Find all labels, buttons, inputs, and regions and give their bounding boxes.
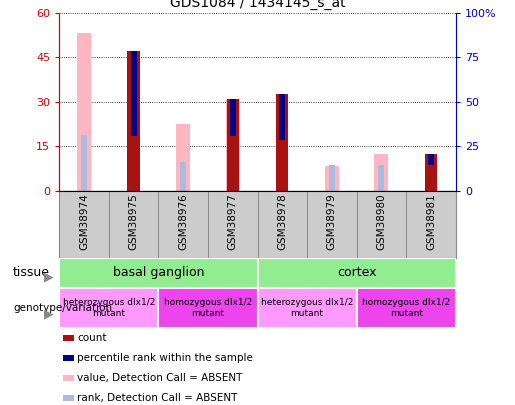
- Text: GSM38976: GSM38976: [178, 194, 188, 250]
- Text: genotype/variation: genotype/variation: [13, 303, 112, 313]
- Bar: [258, 288, 356, 328]
- Bar: [258, 258, 456, 288]
- Bar: [329, 165, 335, 191]
- Text: count: count: [77, 333, 107, 343]
- Bar: [374, 153, 388, 191]
- Bar: [63, 355, 74, 361]
- Text: ▶: ▶: [44, 271, 54, 284]
- Text: heterozygous dlx1/2
mutant: heterozygous dlx1/2 mutant: [261, 298, 353, 318]
- Bar: [428, 153, 434, 165]
- Bar: [226, 99, 239, 191]
- Text: rank, Detection Call = ABSENT: rank, Detection Call = ABSENT: [77, 393, 237, 403]
- Text: basal ganglion: basal ganglion: [113, 266, 204, 279]
- Bar: [279, 94, 285, 140]
- Text: percentile rank within the sample: percentile rank within the sample: [77, 353, 253, 363]
- Bar: [227, 99, 239, 191]
- Bar: [63, 395, 74, 401]
- Bar: [63, 335, 74, 341]
- Text: GSM38978: GSM38978: [277, 194, 287, 250]
- Bar: [325, 166, 339, 191]
- Bar: [379, 165, 384, 191]
- Text: GSM38980: GSM38980: [376, 194, 386, 250]
- Text: GSM38977: GSM38977: [228, 194, 238, 250]
- Text: value, Detection Call = ABSENT: value, Detection Call = ABSENT: [77, 373, 243, 383]
- Text: GSM38979: GSM38979: [327, 194, 337, 250]
- Bar: [63, 375, 74, 381]
- Bar: [180, 162, 186, 191]
- Bar: [230, 99, 236, 136]
- Text: homozygous dlx1/2
mutant: homozygous dlx1/2 mutant: [164, 298, 252, 318]
- Text: cortex: cortex: [337, 266, 376, 279]
- Bar: [425, 153, 437, 191]
- Text: GSM38975: GSM38975: [129, 194, 139, 250]
- Text: tissue: tissue: [13, 266, 50, 279]
- Bar: [59, 258, 258, 288]
- Bar: [81, 134, 87, 191]
- Bar: [159, 288, 258, 328]
- Bar: [276, 94, 288, 191]
- Text: GSM38981: GSM38981: [426, 194, 436, 250]
- Bar: [77, 33, 91, 191]
- Text: heterozygous dlx1/2
mutant: heterozygous dlx1/2 mutant: [63, 298, 155, 318]
- Bar: [356, 288, 456, 328]
- Title: GDS1084 / 1434145_s_at: GDS1084 / 1434145_s_at: [169, 0, 346, 10]
- Text: GSM38974: GSM38974: [79, 194, 89, 250]
- Text: homozygous dlx1/2
mutant: homozygous dlx1/2 mutant: [362, 298, 450, 318]
- Bar: [176, 124, 190, 191]
- Bar: [59, 288, 159, 328]
- Bar: [131, 51, 136, 136]
- Bar: [127, 51, 140, 191]
- Text: ▶: ▶: [44, 307, 54, 320]
